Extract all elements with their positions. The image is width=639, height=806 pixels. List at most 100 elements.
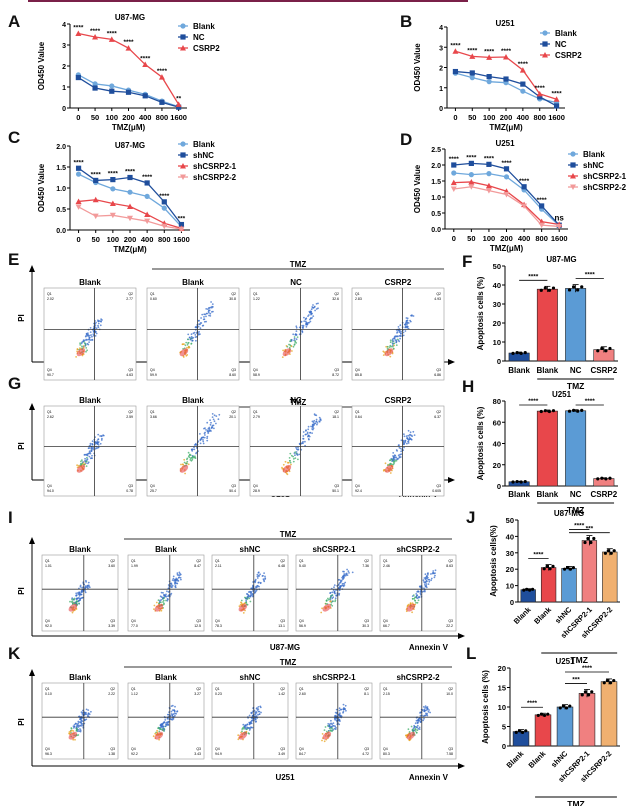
pi-axis-label: PI	[17, 442, 26, 450]
event-dot	[400, 330, 402, 333]
data-point	[144, 180, 150, 186]
event-dot	[97, 326, 100, 329]
quadrant-q1-value: 0.23	[215, 692, 222, 696]
replicate-dot	[580, 693, 584, 697]
event-dot	[345, 573, 347, 575]
event-dot	[310, 310, 312, 313]
event-dot	[174, 586, 177, 589]
data-point	[553, 96, 560, 102]
flow-plot-title: CSRP2	[385, 278, 412, 287]
quadrant-q4-name: Q4	[150, 484, 155, 488]
event-dot	[190, 333, 193, 336]
event-dot	[306, 432, 309, 435]
event-dot	[247, 732, 250, 734]
event-dot	[69, 600, 71, 603]
event-dot	[321, 607, 323, 610]
event-dot	[423, 717, 425, 720]
quadrant-q4-name: Q4	[47, 484, 52, 488]
replicate-dot	[612, 549, 616, 553]
replicate-dot	[564, 706, 569, 710]
quadrant-q2-name: Q2	[448, 559, 453, 563]
event-dot	[311, 317, 313, 319]
flow-plot-title: shNC	[240, 673, 261, 682]
event-dot	[90, 339, 92, 341]
quadrant-q2-name: Q2	[231, 292, 236, 296]
x-axis-label: TMZ(μM)	[113, 245, 147, 254]
quadrant-q2-value: 7.36	[362, 564, 369, 568]
y-tick-label: 0.0	[56, 228, 66, 235]
event-dot	[422, 579, 425, 582]
event-dot	[82, 709, 84, 712]
x-tick-label: Blank	[508, 490, 530, 499]
event-dot	[97, 433, 100, 436]
panel-label-k: K	[8, 644, 21, 663]
event-dot	[341, 582, 344, 585]
bar	[534, 714, 552, 747]
event-dot	[91, 457, 93, 460]
data-point	[521, 184, 527, 190]
event-dot	[87, 343, 90, 346]
event-dot	[88, 341, 90, 343]
quadrant-q3-name: Q3	[128, 484, 133, 488]
event-dot	[177, 580, 180, 582]
event-dot	[92, 333, 95, 336]
event-dot	[160, 591, 163, 594]
event-dot	[422, 715, 425, 717]
quadrant-q4-value: 92.4	[355, 489, 362, 493]
event-dot	[165, 724, 168, 726]
quadrant-q3-value: 12.5	[194, 624, 201, 628]
significance-label: ****	[73, 24, 84, 31]
event-dot	[302, 435, 305, 437]
legend-label: Blank	[555, 29, 577, 38]
event-dot	[424, 705, 427, 707]
event-dot	[258, 585, 260, 588]
event-dot	[198, 323, 200, 325]
legend-label: Blank	[583, 150, 605, 159]
event-dot	[83, 342, 86, 345]
data-point	[503, 53, 509, 60]
event-dot	[434, 574, 436, 577]
event-dot	[295, 333, 298, 336]
replicate-dot	[576, 409, 580, 413]
event-dot	[99, 320, 102, 323]
event-dot	[84, 457, 86, 460]
y-axis-label: OD450 Value	[37, 163, 46, 212]
density-core	[322, 603, 332, 612]
y-axis-label: Apoptosis cells(%)	[489, 525, 498, 597]
y-axis-label: OD450 Value	[413, 43, 422, 92]
event-dot	[248, 714, 251, 717]
event-dot	[347, 570, 350, 573]
flow-plot-title: shNC	[240, 545, 261, 554]
chart-title: U87-MG	[115, 13, 145, 22]
y-tick-label: 50	[493, 262, 501, 271]
event-dot	[153, 604, 156, 607]
event-dot	[80, 460, 82, 463]
quadrant-q4-name: Q4	[383, 747, 388, 751]
event-dot	[392, 338, 394, 340]
event-dot	[304, 440, 306, 443]
event-dot	[199, 333, 201, 335]
event-dot	[249, 591, 252, 594]
event-dot	[171, 584, 174, 587]
arrow-right-icon	[448, 477, 455, 483]
event-dot	[295, 451, 298, 453]
event-dot	[263, 579, 265, 582]
event-dot	[246, 728, 248, 731]
event-dot	[77, 728, 80, 731]
panel-label-h: H	[462, 377, 475, 396]
event-dot	[91, 443, 94, 445]
event-dot	[211, 305, 213, 308]
event-dot	[79, 730, 82, 733]
event-dot	[332, 722, 335, 724]
event-dot	[163, 594, 166, 597]
event-dot	[254, 713, 257, 716]
event-dot	[187, 463, 190, 466]
event-dot	[97, 444, 100, 446]
event-dot	[207, 307, 210, 309]
quadrant-q1-name: Q1	[355, 410, 360, 414]
event-dot	[339, 712, 341, 715]
